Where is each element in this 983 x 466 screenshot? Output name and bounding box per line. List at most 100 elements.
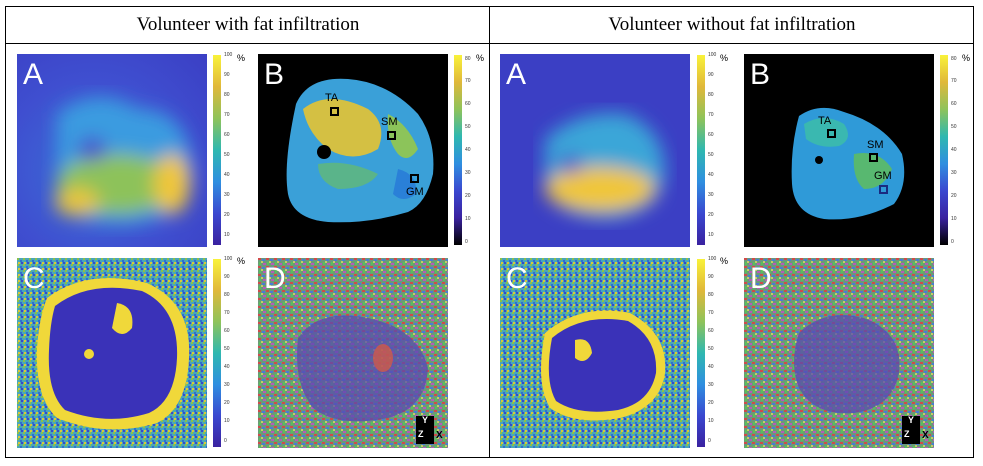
tick: 40 — [224, 172, 230, 178]
axis-label-y: Y — [422, 415, 429, 425]
tick: 60 — [951, 101, 957, 107]
roi-ta — [330, 107, 339, 116]
colorbar-unit: % — [476, 53, 485, 63]
roi-label-gm: GM — [406, 186, 424, 198]
tick: 40 — [465, 147, 471, 153]
panel-d-right: Y Z X D — [744, 258, 934, 448]
segmented-fat-map — [791, 107, 905, 220]
column-divider — [489, 6, 490, 458]
noise-map-c — [17, 258, 207, 448]
colorbar-b-right — [940, 55, 948, 245]
tick: 30 — [708, 192, 714, 198]
tick: 50 — [951, 124, 957, 130]
tick: 50 — [708, 152, 714, 158]
panel-label-b: B — [264, 58, 285, 91]
colorbar-b-left — [454, 55, 462, 245]
tick: 20 — [465, 193, 471, 199]
panel-label-d: D — [264, 262, 286, 295]
panel-label-a: A — [23, 58, 44, 91]
tick: 0 — [224, 438, 227, 444]
axis-label-z: Z — [418, 429, 424, 439]
tick: 50 — [465, 124, 471, 130]
tick: 10 — [708, 232, 714, 238]
tick: 0 — [951, 239, 954, 245]
tick: 80 — [465, 56, 471, 62]
axis-label-y: Y — [908, 415, 915, 425]
tick: 80 — [224, 292, 230, 298]
tick: 100 — [708, 256, 717, 262]
tick: 20 — [708, 212, 714, 218]
panel-a-right: A — [500, 54, 690, 247]
roi-label-ta: TA — [325, 92, 339, 104]
tick: 70 — [708, 310, 714, 316]
panel-a-left: A — [17, 54, 207, 247]
panel-label-c: C — [23, 262, 45, 295]
colorbar-unit: % — [237, 53, 246, 63]
colorbar-unit: % — [720, 53, 729, 63]
axis-label-x: X — [922, 430, 929, 441]
tick: 20 — [224, 212, 230, 218]
roi-label-ta: TA — [818, 115, 832, 127]
tick: 40 — [708, 172, 714, 178]
panel-c-left: C — [17, 258, 207, 448]
tick: 20 — [951, 193, 957, 199]
tick: 10 — [224, 232, 230, 238]
colorbar-unit: % — [237, 256, 246, 266]
tick: 30 — [951, 170, 957, 176]
tick: 20 — [224, 400, 230, 406]
tick: 60 — [708, 328, 714, 334]
axis-label-z: Z — [904, 429, 910, 439]
panel-c-right: C — [500, 258, 690, 448]
fat-fraction-map-blurred — [545, 113, 665, 219]
panel-label-a: A — [506, 58, 527, 91]
colorbar-unit: % — [962, 53, 971, 63]
tick: 90 — [224, 274, 230, 280]
tick: 60 — [224, 328, 230, 334]
tick: 100 — [224, 256, 233, 262]
tick: 60 — [224, 132, 230, 138]
orientation-axes: Y Z — [902, 415, 920, 444]
orientation-axes: Y Z — [416, 415, 434, 444]
tick: 30 — [465, 170, 471, 176]
roi-sm — [869, 153, 878, 162]
tick: 100 — [708, 52, 717, 58]
header-divider — [5, 43, 974, 44]
header-left: Volunteer with fat infiltration — [136, 14, 360, 35]
tick: 100 — [224, 52, 233, 58]
panel-label-b: B — [750, 58, 771, 91]
noise-map-c — [500, 258, 690, 448]
panel-b-left: TA SM GM B — [258, 54, 448, 247]
tick: 90 — [224, 72, 230, 78]
tick: 70 — [224, 310, 230, 316]
colorbar-c-right — [697, 259, 705, 447]
roi-ta — [827, 129, 836, 138]
segmented-fat-map — [286, 78, 434, 223]
colorbar-a-left — [213, 55, 221, 245]
tick: 90 — [708, 72, 714, 78]
tick: 80 — [224, 92, 230, 98]
tick: 70 — [951, 78, 957, 84]
roi-label-sm: SM — [381, 116, 398, 128]
tick: 60 — [465, 101, 471, 107]
colorbar-a-right — [697, 55, 705, 245]
tick: 70 — [224, 112, 230, 118]
tick: 50 — [224, 152, 230, 158]
tick: 0 — [708, 438, 711, 444]
tick: 20 — [708, 400, 714, 406]
panel-b-right: TA SM GM B — [744, 54, 934, 247]
tick: 80 — [708, 292, 714, 298]
tick: 80 — [951, 56, 957, 62]
tick: 50 — [708, 346, 714, 352]
header-right: Volunteer without fat infiltration — [608, 14, 856, 35]
tick: 0 — [465, 239, 468, 245]
panel-label-c: C — [506, 262, 528, 295]
panel-d-left: Y Z X D — [258, 258, 448, 448]
tick: 30 — [224, 382, 230, 388]
tick: 70 — [465, 78, 471, 84]
colorbar-unit: % — [720, 256, 729, 266]
tick: 90 — [708, 274, 714, 280]
tick: 60 — [708, 132, 714, 138]
tick: 10 — [951, 216, 957, 222]
roi-gm — [879, 185, 888, 194]
roi-label-gm: GM — [874, 170, 892, 182]
